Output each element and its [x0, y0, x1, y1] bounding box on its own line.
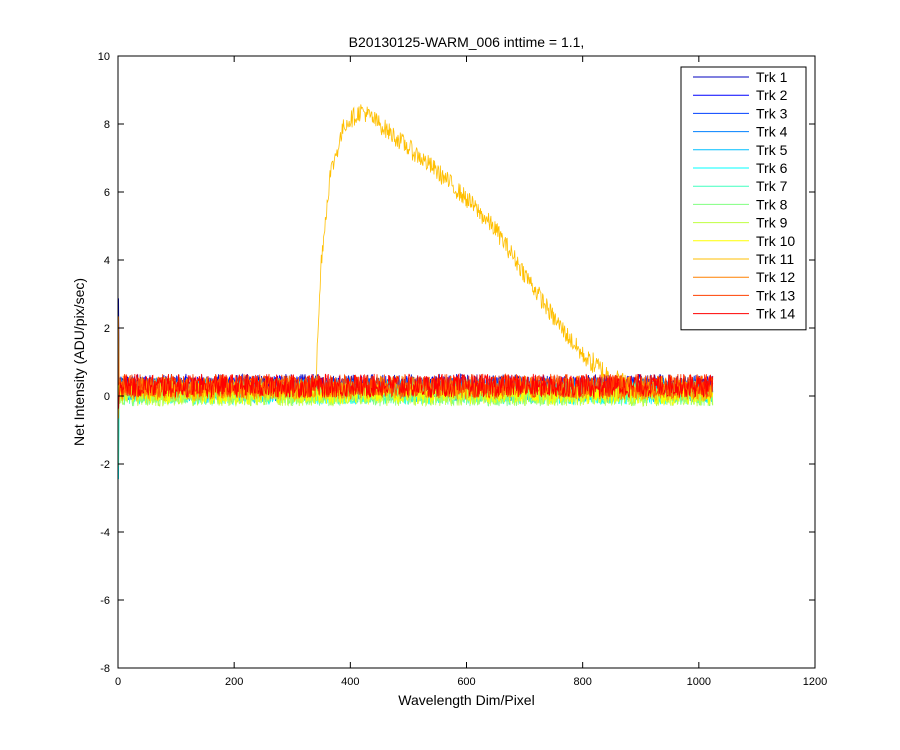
series-line-trk-13: [118, 339, 713, 400]
x-axis-label: Wavelength Dim/Pixel: [398, 692, 534, 708]
legend-entry: Trk 10: [756, 233, 795, 249]
y-tick-label: 6: [104, 187, 110, 199]
legend: Trk 1 Trk 2 Trk 3 Trk 4 Trk 5 Trk 6 Trk 7 Trk 8…: [680, 66, 807, 331]
y-tick-label: -4: [100, 527, 110, 539]
legend-entry: Trk 6: [756, 160, 788, 176]
y-tick-label: 8: [104, 119, 110, 131]
y-tick-label: -2: [100, 459, 110, 471]
series-line-trk-14: [118, 373, 714, 409]
legend-entry: Trk 4: [756, 124, 788, 140]
legend-entry: Trk 13: [756, 287, 795, 303]
y-tick-label: 4: [104, 255, 110, 267]
legend-entry: Trk 1: [756, 69, 788, 85]
y-tick-label: -8: [100, 663, 110, 675]
series-layer: [118, 104, 714, 480]
legend-entry: Trk 11: [756, 251, 794, 267]
legend-entry: Trk 14: [756, 306, 795, 322]
x-tick-label: 0: [115, 676, 121, 688]
legend-entry: Trk 12: [756, 269, 795, 285]
legend-entry: Trk 9: [756, 215, 788, 231]
legend-entry: Trk 8: [756, 196, 788, 212]
y-axis-label: Net Intensity (ADU/pix/sec): [71, 278, 87, 446]
x-tick-label: 600: [457, 676, 475, 688]
x-tick-label: 1200: [803, 676, 827, 688]
x-tick-label: 400: [341, 676, 359, 688]
x-tick-label: 200: [225, 676, 243, 688]
y-tick-label: 10: [98, 51, 110, 63]
legend-entry: Trk 7: [756, 178, 788, 194]
legend-entry: Trk 5: [756, 142, 788, 158]
x-tick-label: 800: [573, 676, 591, 688]
ticks-layer: 0 200 400 600 800 1000 1200 -8 -6 -4 -2 0 2 4 6 8 10: [98, 51, 827, 688]
y-tick-label: 2: [104, 323, 110, 335]
legend-box: [680, 66, 807, 331]
y-tick-label: -6: [100, 595, 110, 607]
legend-entry: Trk 3: [756, 105, 788, 121]
chart-title: B20130125-WARM_006 inttime = 1.1,: [349, 34, 585, 50]
y-tick-label: 0: [104, 391, 110, 403]
x-tick-label: 1000: [687, 676, 711, 688]
legend-entry: Trk 2: [756, 87, 788, 103]
